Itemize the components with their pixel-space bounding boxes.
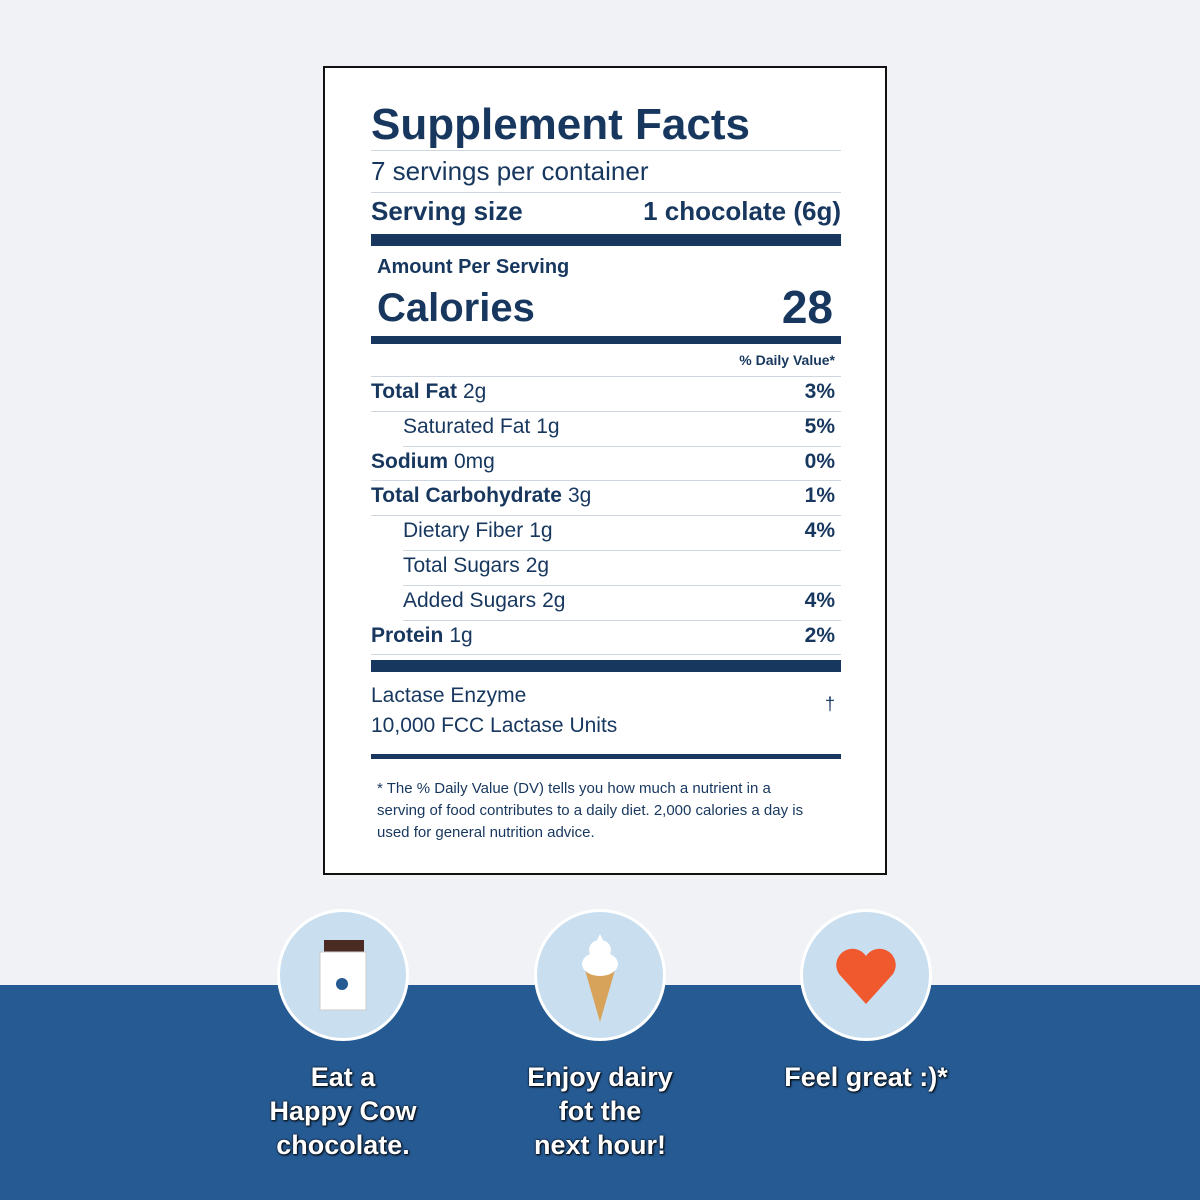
nutrient-name: Total Carbohydrate 3g <box>371 484 591 508</box>
dv-header: % Daily Value* <box>739 352 835 368</box>
nutrient-label: Total Carbohydrate <box>371 484 562 508</box>
serving-size-value: 1 chocolate (6g) <box>643 196 841 226</box>
step-icon <box>800 909 932 1041</box>
amount-per-serving: Amount Per Serving <box>377 256 570 278</box>
supplement-label: Supplement Facts 7 servings per containe… <box>323 66 887 875</box>
nutrient-name: Total Sugars 2g <box>403 554 549 578</box>
step-caption: Eat a Happy Cow chocolate. <box>213 1060 473 1162</box>
step-caption: Feel great :)* <box>736 1060 996 1094</box>
chocolate-icon <box>319 940 367 1011</box>
nutrient-amount: 1g <box>449 623 473 647</box>
row-divider <box>403 619 841 621</box>
step-icon <box>277 909 409 1041</box>
ingredient-name: Lactase Enzyme <box>371 684 527 707</box>
row-divider <box>403 550 841 551</box>
nutrient-dv: 5% <box>804 414 835 438</box>
nutrient-amount: 2g <box>542 588 566 612</box>
nutrient-amount: 2g <box>525 554 550 577</box>
nutrient-label: Total Sugars <box>403 554 520 577</box>
nutrient-label: Saturated Fat <box>403 414 531 438</box>
caption-line: next hour! <box>534 1130 666 1160</box>
servings: 7 servings per container <box>371 156 649 186</box>
nutrient-amount: 3g <box>567 484 592 508</box>
row-divider <box>371 480 841 482</box>
calories-value: 28 <box>781 281 833 333</box>
nutrient-dv: 3% <box>804 380 835 403</box>
caption-line: fot the <box>558 1096 642 1126</box>
row-divider <box>371 410 841 412</box>
nutrient-name: Total Fat 2g <box>371 380 486 404</box>
title: Supplement Facts <box>371 100 750 149</box>
row-divider <box>371 515 841 517</box>
ingredient-amount: 10,000 FCC Lactase Units <box>371 714 618 737</box>
step-icon <box>534 909 666 1041</box>
nutrient-label: Protein <box>371 623 444 647</box>
nutrient-name: Protein 1g <box>371 624 473 648</box>
nutrient-dv: 1% <box>804 484 835 508</box>
nutrient-name: Added Sugars 2g <box>403 589 565 613</box>
nutrient-label: Sodium <box>371 449 448 473</box>
nutrient-dv: 4% <box>804 588 835 612</box>
nutrient-label: Added Sugars <box>403 588 537 612</box>
calories-label: Calories <box>377 286 535 330</box>
caption-line: Feel great :)* <box>784 1062 948 1092</box>
caption-line: Eat a <box>310 1062 376 1092</box>
nutrient-name: Sodium 0mg <box>371 450 495 474</box>
step-caption: Enjoy dairy fot the next hour! <box>470 1060 730 1162</box>
ingredient-dv: † <box>824 694 835 714</box>
heart-icon <box>836 948 896 1004</box>
nutrient-amount: 2g <box>462 380 487 403</box>
nutrient-label: Total Fat <box>371 380 457 403</box>
nutrient-dv: 0% <box>804 449 835 473</box>
caption-line: Enjoy dairy <box>527 1062 673 1092</box>
caption-line: Happy Cow <box>269 1096 417 1126</box>
nutrient-label: Dietary Fiber <box>403 519 524 543</box>
nutrient-amount: 1g <box>536 414 560 438</box>
footnote: * The % Daily Value (DV) tells you how m… <box>377 780 804 841</box>
row-divider <box>403 445 841 447</box>
icecream-icon <box>582 934 618 1022</box>
nutrient-name: Saturated Fat 1g <box>403 415 560 439</box>
nutrient-name: Dietary Fiber 1g <box>403 519 553 543</box>
nutrient-dv: 4% <box>804 519 835 543</box>
serving-size-label: Serving size <box>371 196 523 226</box>
row-divider <box>403 584 841 586</box>
caption-line: chocolate. <box>276 1130 410 1160</box>
nutrient-amount: 0mg <box>454 449 495 473</box>
nutrient-amount: 1g <box>529 519 553 543</box>
nutrient-dv: 2% <box>804 623 835 647</box>
row-divider <box>371 654 841 656</box>
